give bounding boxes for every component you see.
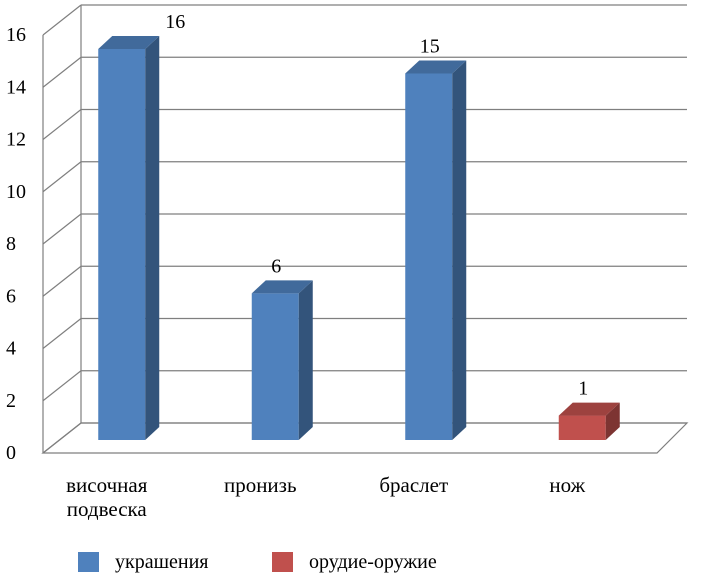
y-tick-label: 16 [6, 24, 26, 46]
bar-side [145, 36, 160, 440]
y-tick-label: 10 [6, 181, 26, 203]
data-label: 6 [271, 255, 281, 277]
x-tick-label-line: браслет [379, 473, 448, 497]
bar-front [251, 293, 299, 440]
data-label: 15 [420, 35, 440, 57]
bar-front [558, 415, 606, 440]
x-tick-label-line: подвеска [67, 497, 148, 521]
y-tick-label: 12 [6, 129, 26, 151]
floor-plane [41, 422, 689, 454]
y-tick-label: 14 [6, 76, 26, 98]
x-tick-label: нож [549, 473, 585, 497]
bar-side [298, 280, 313, 440]
y-tick-label: 6 [6, 285, 16, 307]
gridline-side [42, 56, 82, 88]
x-tick-label-line: пронизь [224, 473, 297, 497]
x-tick-label: пронизь [224, 473, 297, 497]
bar-front [98, 49, 146, 440]
bar-top [98, 36, 160, 49]
gridline-side [42, 109, 82, 140]
gridline-side [42, 161, 82, 193]
legend-label: орудие-оружие [309, 551, 437, 573]
bar-top [558, 402, 620, 416]
data-label: 16 [165, 11, 185, 33]
bar-side [605, 402, 620, 440]
gridline-side [42, 318, 82, 349]
bar-side [452, 60, 467, 440]
gridline-side [42, 4, 82, 36]
x-tick-label-line: височная [66, 473, 148, 497]
x-tick-label-line: нож [549, 473, 585, 497]
x-tick-label: браслет [379, 473, 448, 497]
legend-swatch [272, 552, 293, 572]
gridline-side [42, 213, 82, 245]
legend-swatch [78, 552, 99, 572]
x-tick-label: височная подвеска [66, 473, 148, 521]
y-tick-label: 8 [6, 233, 16, 255]
legend-label: украшения [115, 551, 208, 573]
bar-top [251, 280, 313, 294]
bar-top [405, 60, 467, 74]
y-tick-label: 4 [6, 338, 16, 360]
y-tick-label: 0 [6, 442, 16, 464]
gridline-side [42, 370, 82, 402]
y-tick-label: 2 [6, 390, 16, 412]
bar-front [405, 73, 453, 440]
gridline-side [42, 265, 82, 297]
data-label: 1 [578, 378, 588, 400]
